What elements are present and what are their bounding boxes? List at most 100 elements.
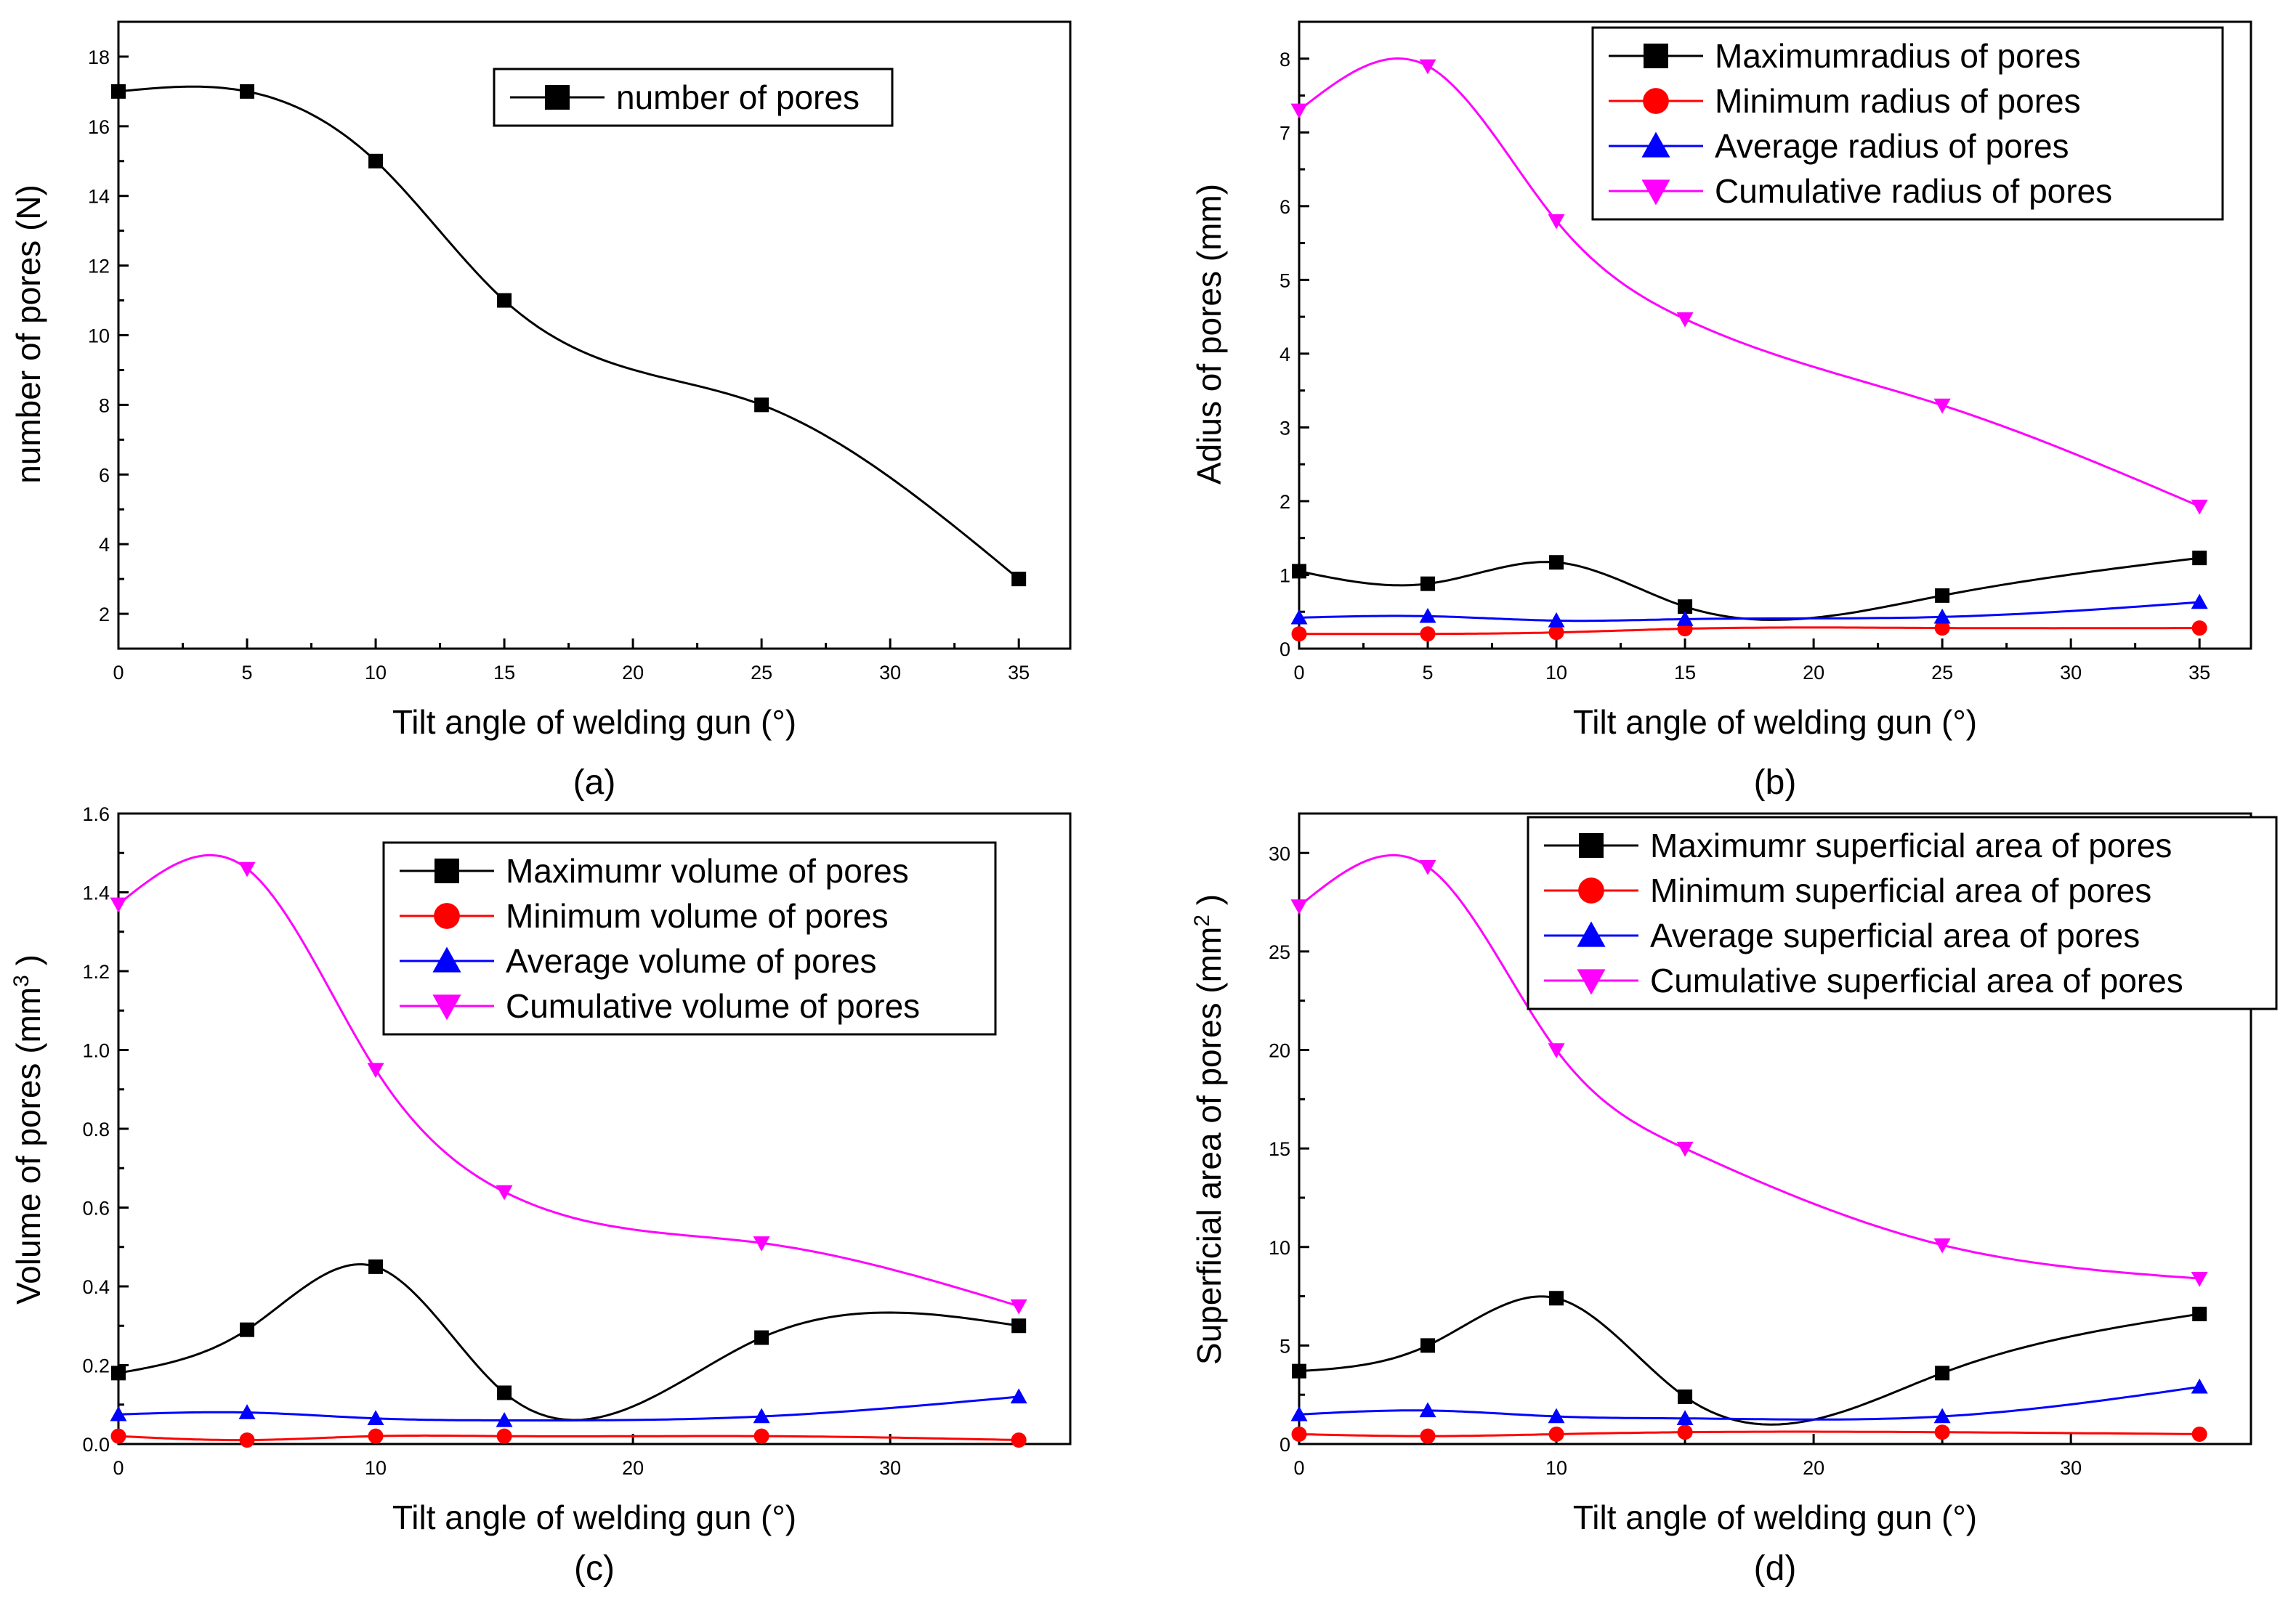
x-axis-label: Tilt angle of welding gun (°) [392, 1498, 796, 1536]
series [110, 853, 1027, 1315]
legend-label: Cumulative radius of pores [1715, 172, 2112, 210]
x-tick-label: 35 [1008, 662, 1030, 684]
panel-label: (b) [1754, 763, 1797, 802]
data-point [110, 1428, 126, 1444]
legend-label: Maximumradius of pores [1715, 37, 2081, 75]
y-tick-label: 6 [99, 464, 110, 486]
x-tick-label: 25 [1931, 662, 1953, 684]
legend-label: Maximumr volume of pores [506, 852, 909, 890]
legend-marker [434, 859, 459, 883]
x-tick-label: 10 [365, 662, 387, 684]
x-tick-label: 0 [1293, 662, 1304, 684]
y-tick-label: 0.0 [82, 1434, 110, 1456]
series-line [118, 85, 1020, 580]
data-point [1678, 1389, 1693, 1404]
y-tick-label: 0.4 [82, 1276, 110, 1298]
series-line [1298, 556, 2200, 621]
y-tick-label: 5 [1280, 1335, 1290, 1357]
data-point [1548, 1043, 1565, 1058]
panel-label: (a) [573, 763, 616, 802]
series [1291, 1424, 2207, 1444]
data-point [1548, 214, 1565, 230]
data-point [1548, 625, 1564, 641]
data-point [1548, 1426, 1564, 1442]
data-point [496, 1428, 512, 1444]
y-tick-label: 0.8 [82, 1119, 110, 1140]
y-tick-label: 15 [1269, 1138, 1290, 1160]
data-point [2192, 1306, 2207, 1321]
legend-marker [1641, 179, 1670, 206]
data-point [1292, 1363, 1306, 1379]
data-point [2191, 1378, 2208, 1394]
y-tick-label: 16 [88, 116, 110, 138]
data-point [2191, 620, 2207, 636]
y-tick-label: 0 [1280, 638, 1290, 660]
x-tick-label: 0 [113, 1457, 124, 1479]
data-point [1011, 572, 1027, 587]
x-tick-label: 30 [2060, 1457, 2082, 1479]
data-point [754, 397, 769, 413]
data-point [1935, 1366, 1950, 1381]
legend-marker [1577, 969, 1606, 995]
x-tick-label: 5 [1423, 662, 1434, 684]
y-tick-label: 0 [1280, 1434, 1290, 1456]
data-point [1934, 620, 1950, 636]
data-point [753, 1236, 770, 1252]
legend-marker [1641, 131, 1670, 158]
data-point [754, 1330, 769, 1345]
y-tick-label: 0.6 [82, 1198, 110, 1220]
data-point [1291, 626, 1307, 642]
y-tick-label: 12 [88, 256, 110, 277]
legend-marker [1577, 921, 1606, 947]
x-tick-label: 5 [242, 662, 253, 684]
data-point [1935, 588, 1950, 603]
data-point [111, 1366, 126, 1381]
data-point [1548, 1408, 1565, 1424]
y-tick-label: 1 [1280, 564, 1290, 586]
legend-label: Average superficial area of pores [1650, 917, 2140, 954]
legend-label: Average radius of pores [1715, 127, 2069, 165]
y-tick-label: 0.2 [82, 1355, 110, 1377]
y-tick-label: 20 [1269, 1040, 1290, 1062]
series-line [118, 1395, 1019, 1421]
y-tick-label: 1.0 [82, 1040, 110, 1062]
data-point [368, 153, 384, 169]
data-point [238, 861, 256, 877]
data-point [1010, 1299, 1027, 1315]
data-point [1419, 1402, 1436, 1418]
chart-panel-a: 0 5 10 15 20 25 30 35 2 4 6 8 10 12 14 16 18 Tilt angle o… [9, 20, 1072, 802]
series [111, 84, 1027, 587]
legend-label: Cumulative volume of pores [506, 987, 920, 1025]
y-tick-label: 14 [88, 186, 110, 208]
data-point [1933, 398, 1951, 414]
data-point [2191, 593, 2208, 609]
legend: Maximumr volume of pores Minimum volume o… [382, 841, 997, 1036]
data-point [1677, 1424, 1693, 1440]
x-tick-label: 0 [1293, 1457, 1304, 1479]
series [1292, 1291, 2207, 1426]
series [110, 1428, 1027, 1448]
data-point [2191, 1426, 2207, 1442]
series [1290, 1378, 2208, 1425]
y-tick-label: 18 [88, 46, 110, 68]
legend-label: Cumulative superficial area of pores [1650, 962, 2183, 999]
data-point [1292, 564, 1306, 579]
legend-marker [1644, 44, 1668, 68]
y-tick-label: 4 [99, 534, 110, 556]
legend-box [1527, 816, 2278, 1010]
data-point [753, 1428, 769, 1444]
data-point [1678, 599, 1693, 615]
y-tick-label: 5 [1280, 269, 1290, 291]
data-point [497, 1385, 512, 1400]
data-point [367, 1063, 384, 1079]
x-tick-label: 25 [751, 662, 772, 684]
series-line [1298, 601, 2200, 622]
x-tick-label: 30 [879, 1457, 901, 1479]
data-point [240, 84, 255, 99]
data-point [1676, 610, 1694, 626]
series-line [1298, 1295, 2200, 1426]
data-point [2191, 1271, 2208, 1287]
y-tick-label: 1.6 [82, 803, 110, 825]
legend-marker [432, 994, 461, 1021]
data-point [1010, 1388, 1027, 1404]
